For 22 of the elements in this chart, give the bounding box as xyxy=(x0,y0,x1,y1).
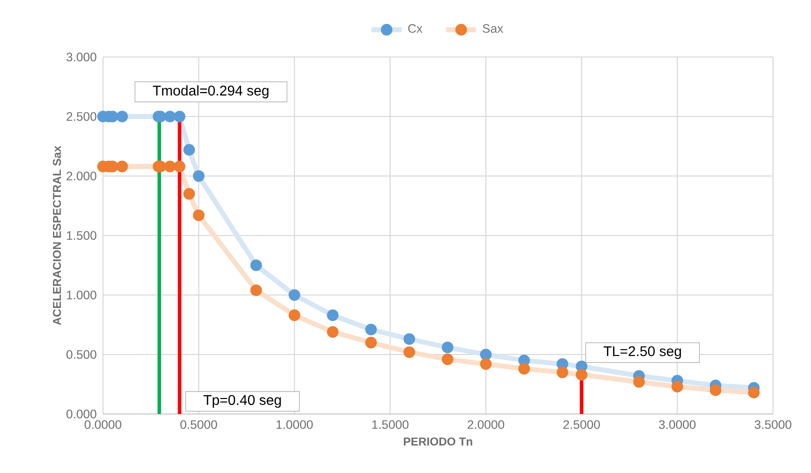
y-tick-label: 2.500 xyxy=(66,112,96,121)
y-tick-label: 1.000 xyxy=(66,290,96,300)
y-axis-title: ACELERACION ESPECTRAL Sax xyxy=(52,146,61,326)
x-tick-label: 3.0000 xyxy=(658,420,696,429)
y-tick-label: 0.500 xyxy=(66,350,96,359)
x-tick-label: 0.5000 xyxy=(180,420,218,429)
y-tick-label: 2.000 xyxy=(66,172,96,180)
legend-label: Sax xyxy=(482,24,504,33)
x-tick-label: 2.5000 xyxy=(563,420,600,429)
y-tick-label: 0.000 xyxy=(66,410,96,418)
x-tick-label: 2.0000 xyxy=(468,420,504,429)
y-tick-label: 3.000 xyxy=(66,52,96,62)
ref-line-label: Tmodal=0.294 seg xyxy=(152,85,268,98)
x-tick-label: 1.5000 xyxy=(372,420,408,429)
y-tick-label: 1.500 xyxy=(66,231,96,240)
ref-line-label: Tp=0.40 seg xyxy=(204,395,281,408)
x-tick-label: 3.5000 xyxy=(754,420,792,429)
x-tick-label: 1.0000 xyxy=(276,420,313,429)
legend-label: Cx xyxy=(408,24,422,33)
ref-line-label: TL=2.50 seg xyxy=(604,346,681,359)
x-tick-label: 0.0000 xyxy=(84,420,122,429)
x-axis-title: PERIODO Tn xyxy=(404,437,472,446)
